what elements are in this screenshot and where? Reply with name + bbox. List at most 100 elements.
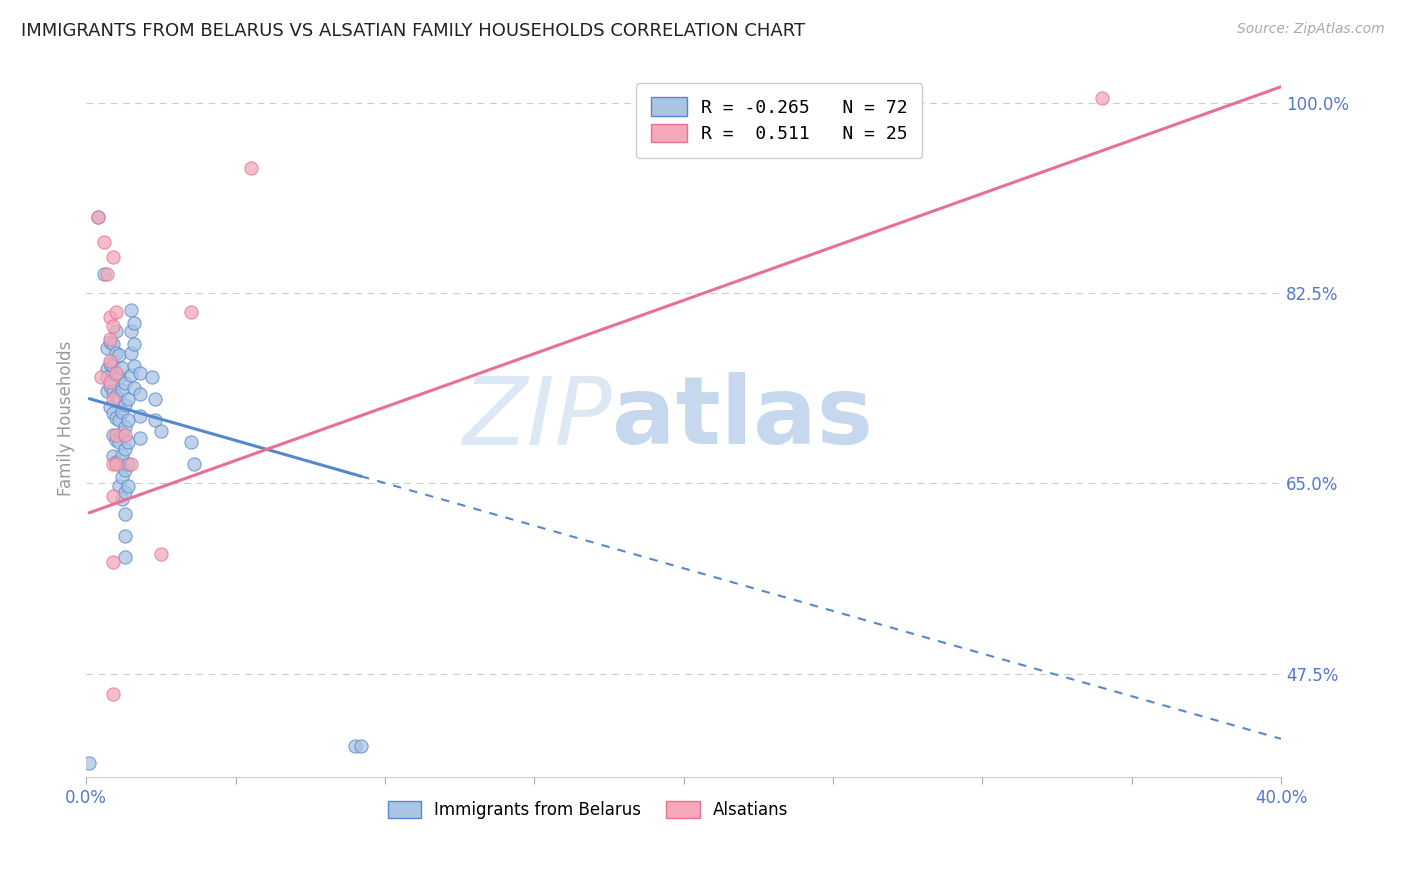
Point bbox=[117, 478, 139, 492]
Point bbox=[98, 353, 121, 368]
Point bbox=[122, 359, 145, 373]
Point bbox=[111, 448, 134, 462]
Point bbox=[114, 427, 136, 442]
Point bbox=[120, 457, 142, 471]
Point bbox=[111, 491, 134, 506]
Point bbox=[87, 210, 110, 224]
Point bbox=[114, 420, 136, 434]
Point bbox=[117, 457, 139, 471]
Point bbox=[105, 324, 128, 338]
Point bbox=[149, 547, 172, 561]
Point bbox=[108, 457, 131, 471]
Point bbox=[105, 455, 128, 469]
Point bbox=[114, 376, 136, 391]
Point bbox=[122, 381, 145, 395]
Point bbox=[108, 370, 131, 384]
Point bbox=[96, 362, 118, 376]
Point bbox=[101, 251, 124, 265]
Point bbox=[143, 392, 166, 406]
Point bbox=[108, 435, 131, 450]
Point bbox=[105, 390, 128, 404]
Point bbox=[101, 359, 124, 373]
Point bbox=[122, 316, 145, 330]
Point bbox=[98, 310, 121, 325]
Point bbox=[98, 335, 121, 350]
Text: ZIP: ZIP bbox=[463, 373, 612, 464]
Point bbox=[111, 361, 134, 376]
Point bbox=[114, 485, 136, 500]
Point bbox=[93, 235, 115, 249]
Point bbox=[96, 341, 118, 355]
Point bbox=[105, 411, 128, 425]
Point bbox=[114, 398, 136, 412]
Point bbox=[344, 739, 367, 754]
Point bbox=[101, 490, 124, 504]
Point bbox=[129, 366, 152, 380]
Point bbox=[105, 346, 128, 360]
Point bbox=[1091, 90, 1114, 104]
Point bbox=[129, 431, 152, 445]
Point bbox=[111, 426, 134, 441]
Point bbox=[114, 507, 136, 521]
Point bbox=[101, 427, 124, 442]
Point bbox=[114, 550, 136, 565]
Point bbox=[108, 392, 131, 406]
Point bbox=[129, 409, 152, 423]
Point bbox=[87, 210, 110, 224]
Point bbox=[120, 324, 142, 338]
Text: Source: ZipAtlas.com: Source: ZipAtlas.com bbox=[1237, 22, 1385, 37]
Point bbox=[98, 332, 121, 346]
Point bbox=[101, 392, 124, 406]
Point bbox=[98, 401, 121, 415]
Point bbox=[141, 370, 163, 384]
Point bbox=[180, 435, 202, 450]
Point bbox=[101, 406, 124, 420]
Point bbox=[98, 378, 121, 392]
Point bbox=[93, 267, 115, 281]
Point bbox=[105, 304, 128, 318]
Point bbox=[239, 161, 262, 176]
Text: atlas: atlas bbox=[612, 372, 873, 464]
Point bbox=[105, 427, 128, 442]
Point bbox=[122, 337, 145, 351]
Point bbox=[98, 357, 121, 371]
Point bbox=[114, 528, 136, 542]
Point bbox=[120, 346, 142, 360]
Point bbox=[149, 424, 172, 438]
Point bbox=[90, 370, 112, 384]
Point bbox=[96, 370, 118, 384]
Point bbox=[101, 450, 124, 464]
Point bbox=[117, 435, 139, 450]
Point bbox=[183, 457, 205, 471]
Point bbox=[101, 337, 124, 351]
Point bbox=[101, 687, 124, 701]
Point bbox=[350, 739, 373, 754]
Point bbox=[98, 376, 121, 390]
Point bbox=[96, 267, 118, 281]
Text: IMMIGRANTS FROM BELARUS VS ALSATIAN FAMILY HOUSEHOLDS CORRELATION CHART: IMMIGRANTS FROM BELARUS VS ALSATIAN FAMI… bbox=[21, 22, 806, 40]
Point bbox=[108, 348, 131, 362]
Point bbox=[120, 302, 142, 317]
Point bbox=[101, 457, 124, 471]
Point bbox=[105, 457, 128, 471]
Legend: Immigrants from Belarus, Alsatians: Immigrants from Belarus, Alsatians bbox=[381, 795, 794, 826]
Point bbox=[143, 413, 166, 427]
Point bbox=[129, 387, 152, 401]
Point bbox=[111, 383, 134, 397]
Point bbox=[101, 384, 124, 398]
Point bbox=[111, 470, 134, 484]
Point bbox=[117, 413, 139, 427]
Point bbox=[114, 463, 136, 477]
Point bbox=[101, 555, 124, 569]
Point bbox=[180, 304, 202, 318]
Point bbox=[77, 756, 100, 770]
Point bbox=[111, 405, 134, 419]
Point bbox=[108, 478, 131, 492]
Point bbox=[120, 368, 142, 382]
Point bbox=[117, 392, 139, 406]
Point bbox=[114, 442, 136, 456]
Point bbox=[105, 433, 128, 447]
Y-axis label: Family Households: Family Households bbox=[58, 341, 75, 496]
Point bbox=[96, 384, 118, 398]
Point bbox=[108, 413, 131, 427]
